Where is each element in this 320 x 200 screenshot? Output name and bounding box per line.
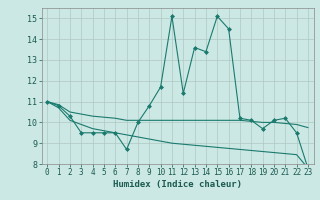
X-axis label: Humidex (Indice chaleur): Humidex (Indice chaleur): [113, 180, 242, 189]
